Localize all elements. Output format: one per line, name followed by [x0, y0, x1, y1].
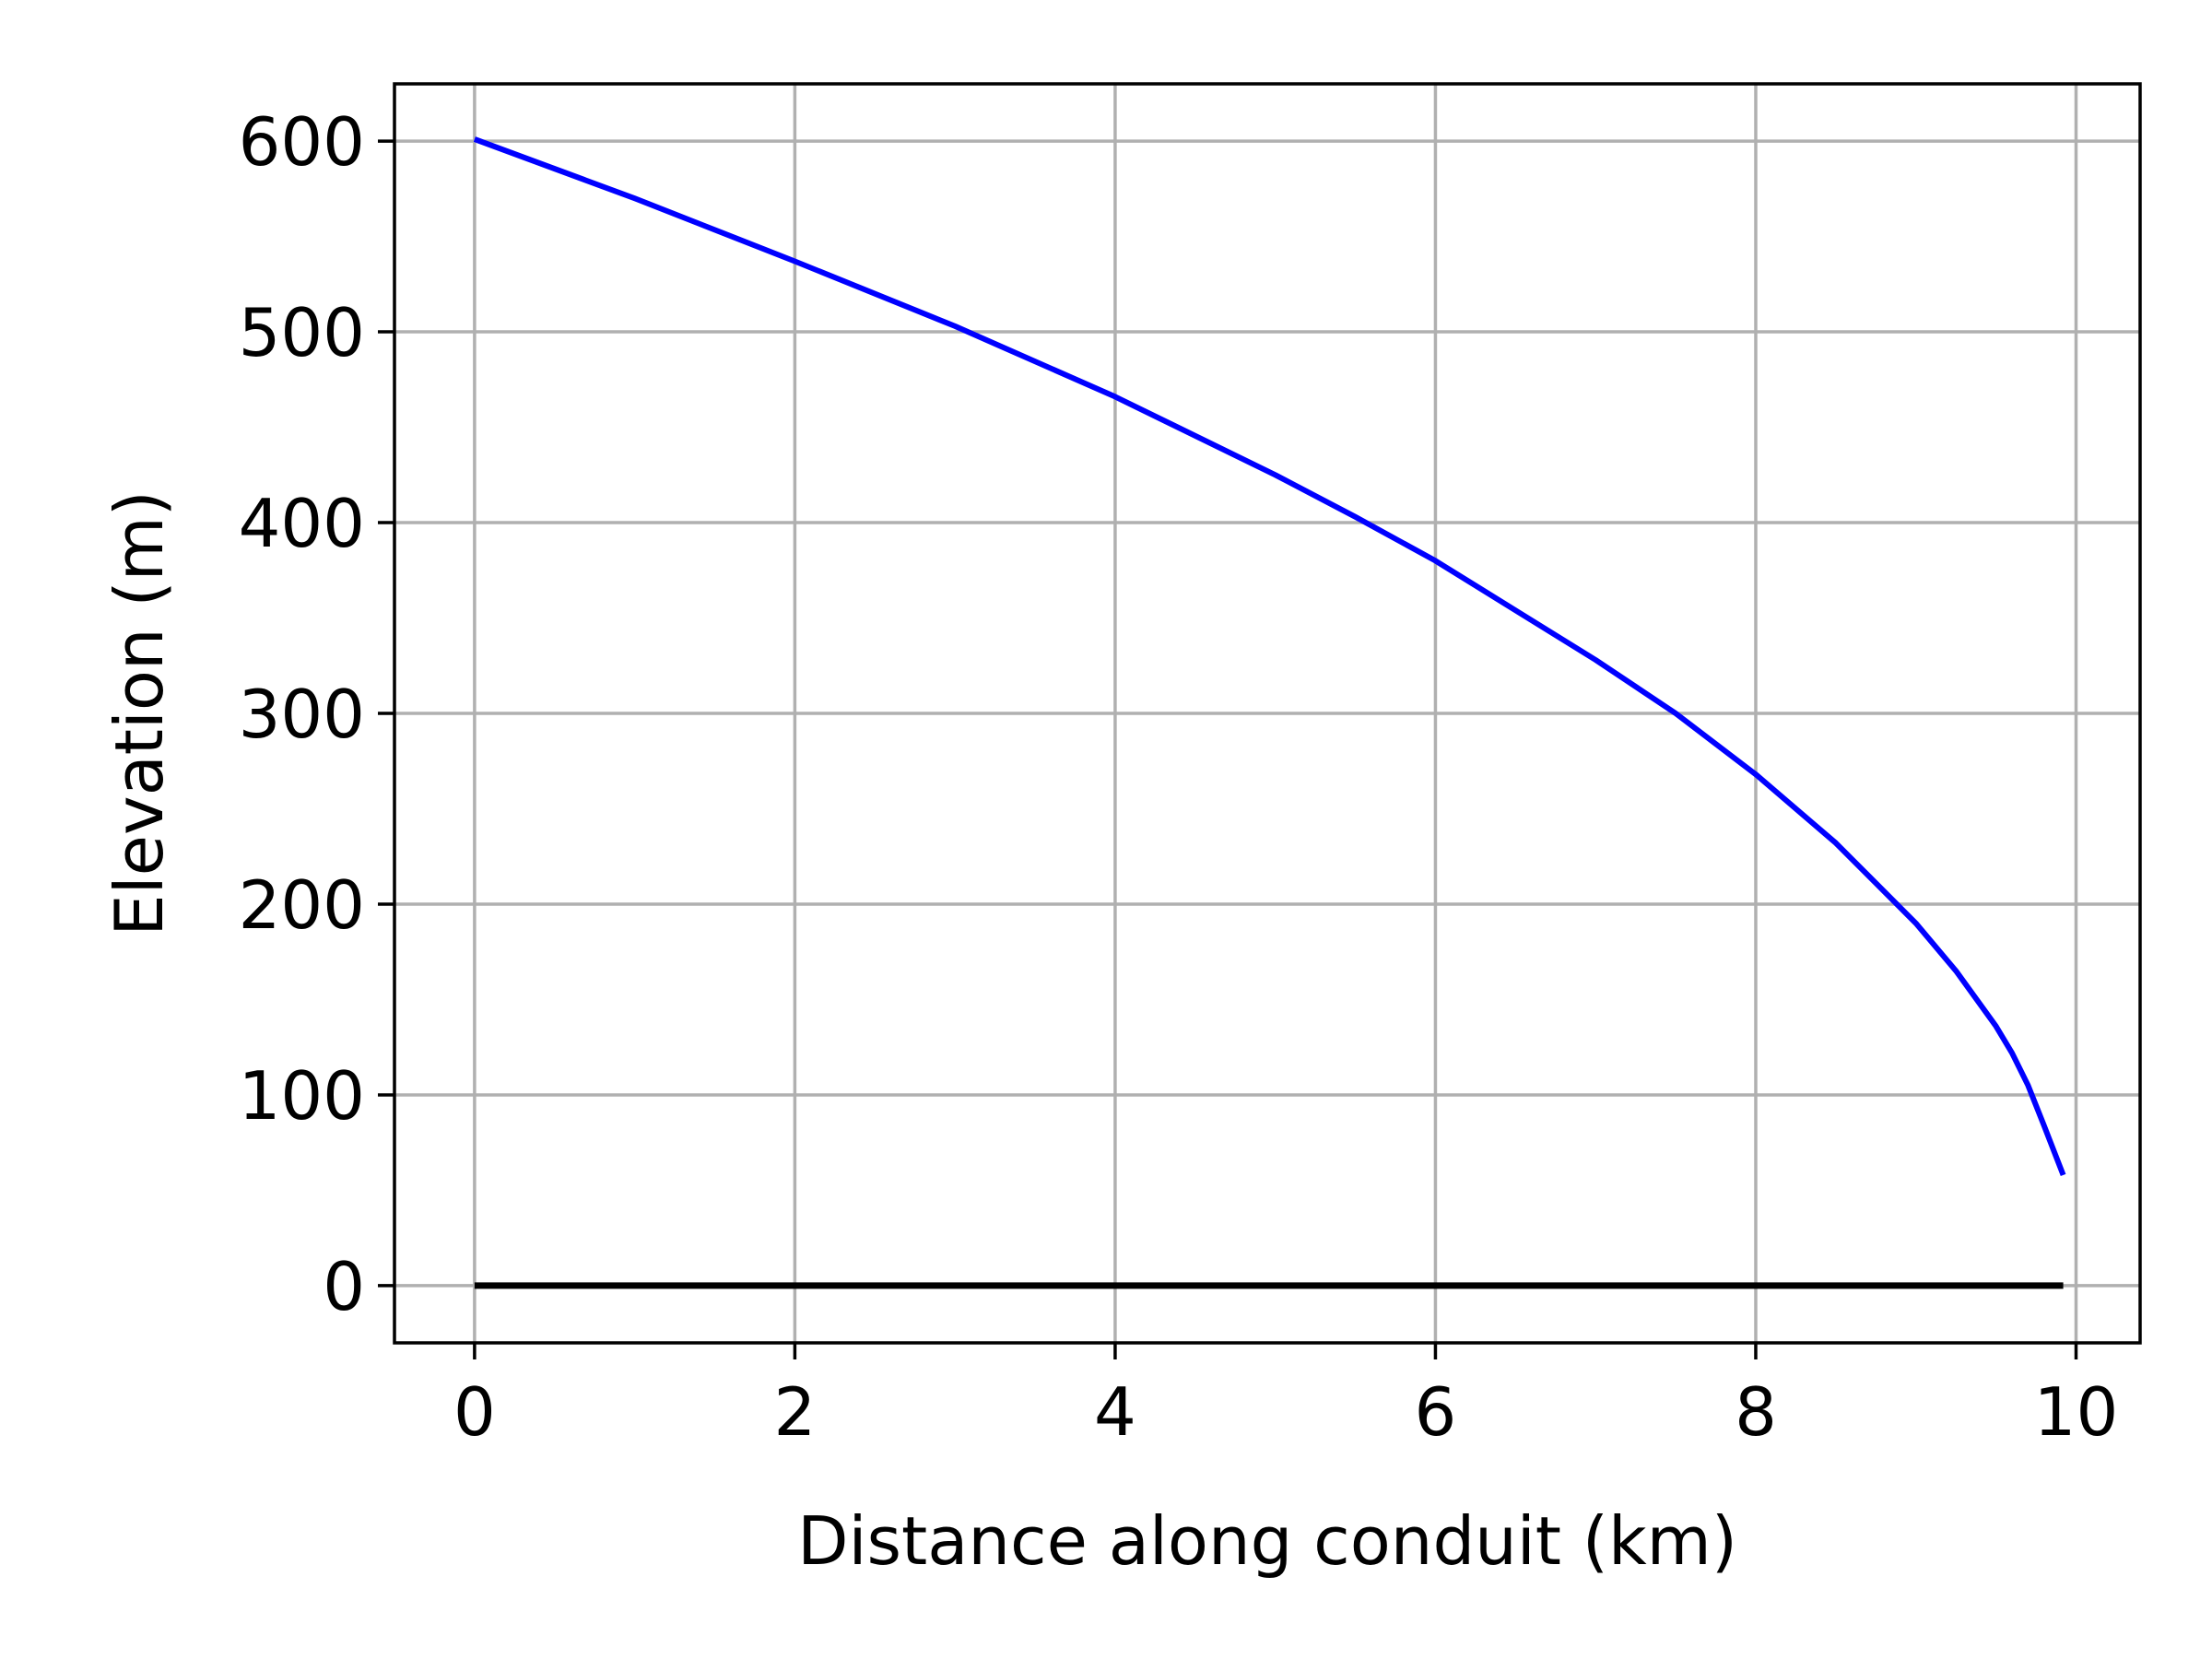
y-tick-label: 400: [239, 485, 365, 562]
x-tick-label: 2: [773, 1373, 816, 1451]
y-axis-label: Elevation (m): [100, 490, 178, 936]
grid: [394, 84, 2140, 1343]
x-tick-label: 8: [1735, 1373, 1777, 1451]
series-layer: [473, 136, 2066, 1289]
x-axis-label: Distance along conduit (km): [797, 1502, 1737, 1580]
x-tick-label: 0: [453, 1373, 496, 1451]
y-tick-label: 200: [239, 866, 365, 944]
y-tick-label: 100: [239, 1057, 365, 1135]
x-tick-label: 10: [2034, 1373, 2119, 1451]
y-tick-label: 300: [239, 676, 365, 753]
y-tick-label: 600: [239, 103, 365, 181]
x-tick-label: 4: [1094, 1373, 1136, 1451]
series-line-elevation-profile: [473, 136, 2066, 1176]
x-tick-label: 6: [1415, 1373, 1457, 1451]
y-tick-label: 500: [239, 294, 365, 371]
y-tick-label: 0: [323, 1248, 365, 1325]
